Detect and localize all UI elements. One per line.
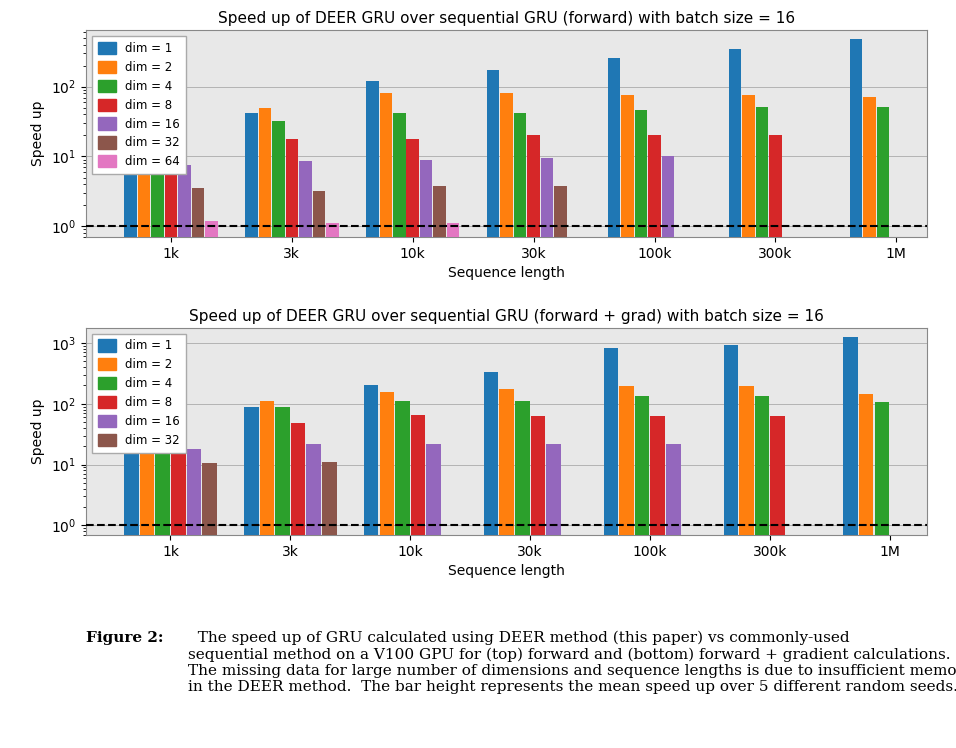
Bar <box>406 138 419 748</box>
Bar <box>286 138 298 748</box>
Bar <box>380 94 392 748</box>
Title: Speed up of DEER GRU over sequential GRU (forward + grad) with batch size = 16: Speed up of DEER GRU over sequential GRU… <box>189 309 824 324</box>
Bar <box>662 156 674 748</box>
X-axis label: Sequence length: Sequence length <box>448 564 565 578</box>
Bar <box>156 433 170 748</box>
Bar <box>603 348 619 748</box>
Bar <box>245 113 258 748</box>
Bar <box>666 444 681 748</box>
Bar <box>299 162 312 748</box>
Bar <box>608 58 620 748</box>
Bar <box>186 449 201 748</box>
Bar <box>648 135 661 748</box>
Bar <box>739 386 753 748</box>
Bar <box>140 450 154 748</box>
Bar <box>528 135 540 748</box>
Bar <box>366 82 379 748</box>
Bar <box>206 221 218 748</box>
Bar <box>546 444 560 748</box>
Bar <box>202 463 217 748</box>
Y-axis label: Speed up: Speed up <box>32 101 46 166</box>
Bar <box>124 162 137 748</box>
Bar <box>619 386 634 748</box>
Bar <box>875 402 889 748</box>
Legend: dim = 1, dim = 2, dim = 4, dim = 8, dim = 16, dim = 32: dim = 1, dim = 2, dim = 4, dim = 8, dim … <box>92 334 185 453</box>
Bar <box>364 385 379 748</box>
Bar <box>446 224 460 748</box>
Bar <box>650 417 665 748</box>
Bar <box>531 417 545 748</box>
Bar <box>171 436 185 748</box>
Bar <box>499 389 514 748</box>
Bar <box>635 396 649 748</box>
Bar <box>322 462 337 748</box>
Bar <box>770 135 782 748</box>
Bar <box>326 224 338 748</box>
Bar <box>742 96 754 748</box>
Legend: dim = 1, dim = 2, dim = 4, dim = 8, dim = 16, dim = 32, dim = 64: dim = 1, dim = 2, dim = 4, dim = 8, dim … <box>92 36 185 174</box>
Text: Figure 2:: Figure 2: <box>86 631 163 645</box>
Bar <box>291 423 305 748</box>
Bar <box>426 444 441 748</box>
Bar <box>755 106 769 748</box>
Bar <box>433 186 445 748</box>
Bar <box>307 444 321 748</box>
Bar <box>728 49 741 748</box>
Bar <box>487 70 499 748</box>
Bar <box>272 121 285 748</box>
Bar <box>863 96 876 748</box>
Bar <box>191 188 205 748</box>
Bar <box>850 39 862 748</box>
Bar <box>635 109 647 748</box>
Bar <box>244 407 259 748</box>
Bar <box>859 394 874 748</box>
Bar <box>514 113 527 748</box>
X-axis label: Sequence length: Sequence length <box>448 266 565 280</box>
Bar <box>411 415 425 748</box>
Bar <box>621 96 634 748</box>
Bar <box>500 94 513 748</box>
Bar <box>260 401 274 748</box>
Bar <box>393 113 405 748</box>
Text: The speed up of GRU calculated using DEER method (this paper) vs commonly-used
s: The speed up of GRU calculated using DEE… <box>188 631 956 694</box>
Y-axis label: Speed up: Speed up <box>32 399 46 464</box>
Bar <box>151 163 163 748</box>
Bar <box>843 337 858 748</box>
Bar <box>275 407 290 748</box>
Bar <box>554 186 567 748</box>
Bar <box>484 373 498 748</box>
Bar <box>420 159 432 748</box>
Bar <box>515 401 530 748</box>
Bar <box>138 162 150 748</box>
Bar <box>877 106 889 748</box>
Bar <box>124 438 139 748</box>
Bar <box>178 165 190 748</box>
Bar <box>380 392 394 748</box>
Title: Speed up of DEER GRU over sequential GRU (forward) with batch size = 16: Speed up of DEER GRU over sequential GRU… <box>218 11 795 26</box>
Bar <box>313 191 325 748</box>
Bar <box>724 345 738 748</box>
Bar <box>395 401 410 748</box>
Bar <box>259 108 272 748</box>
Bar <box>164 163 177 748</box>
Bar <box>754 396 770 748</box>
Bar <box>771 417 785 748</box>
Bar <box>541 158 554 748</box>
